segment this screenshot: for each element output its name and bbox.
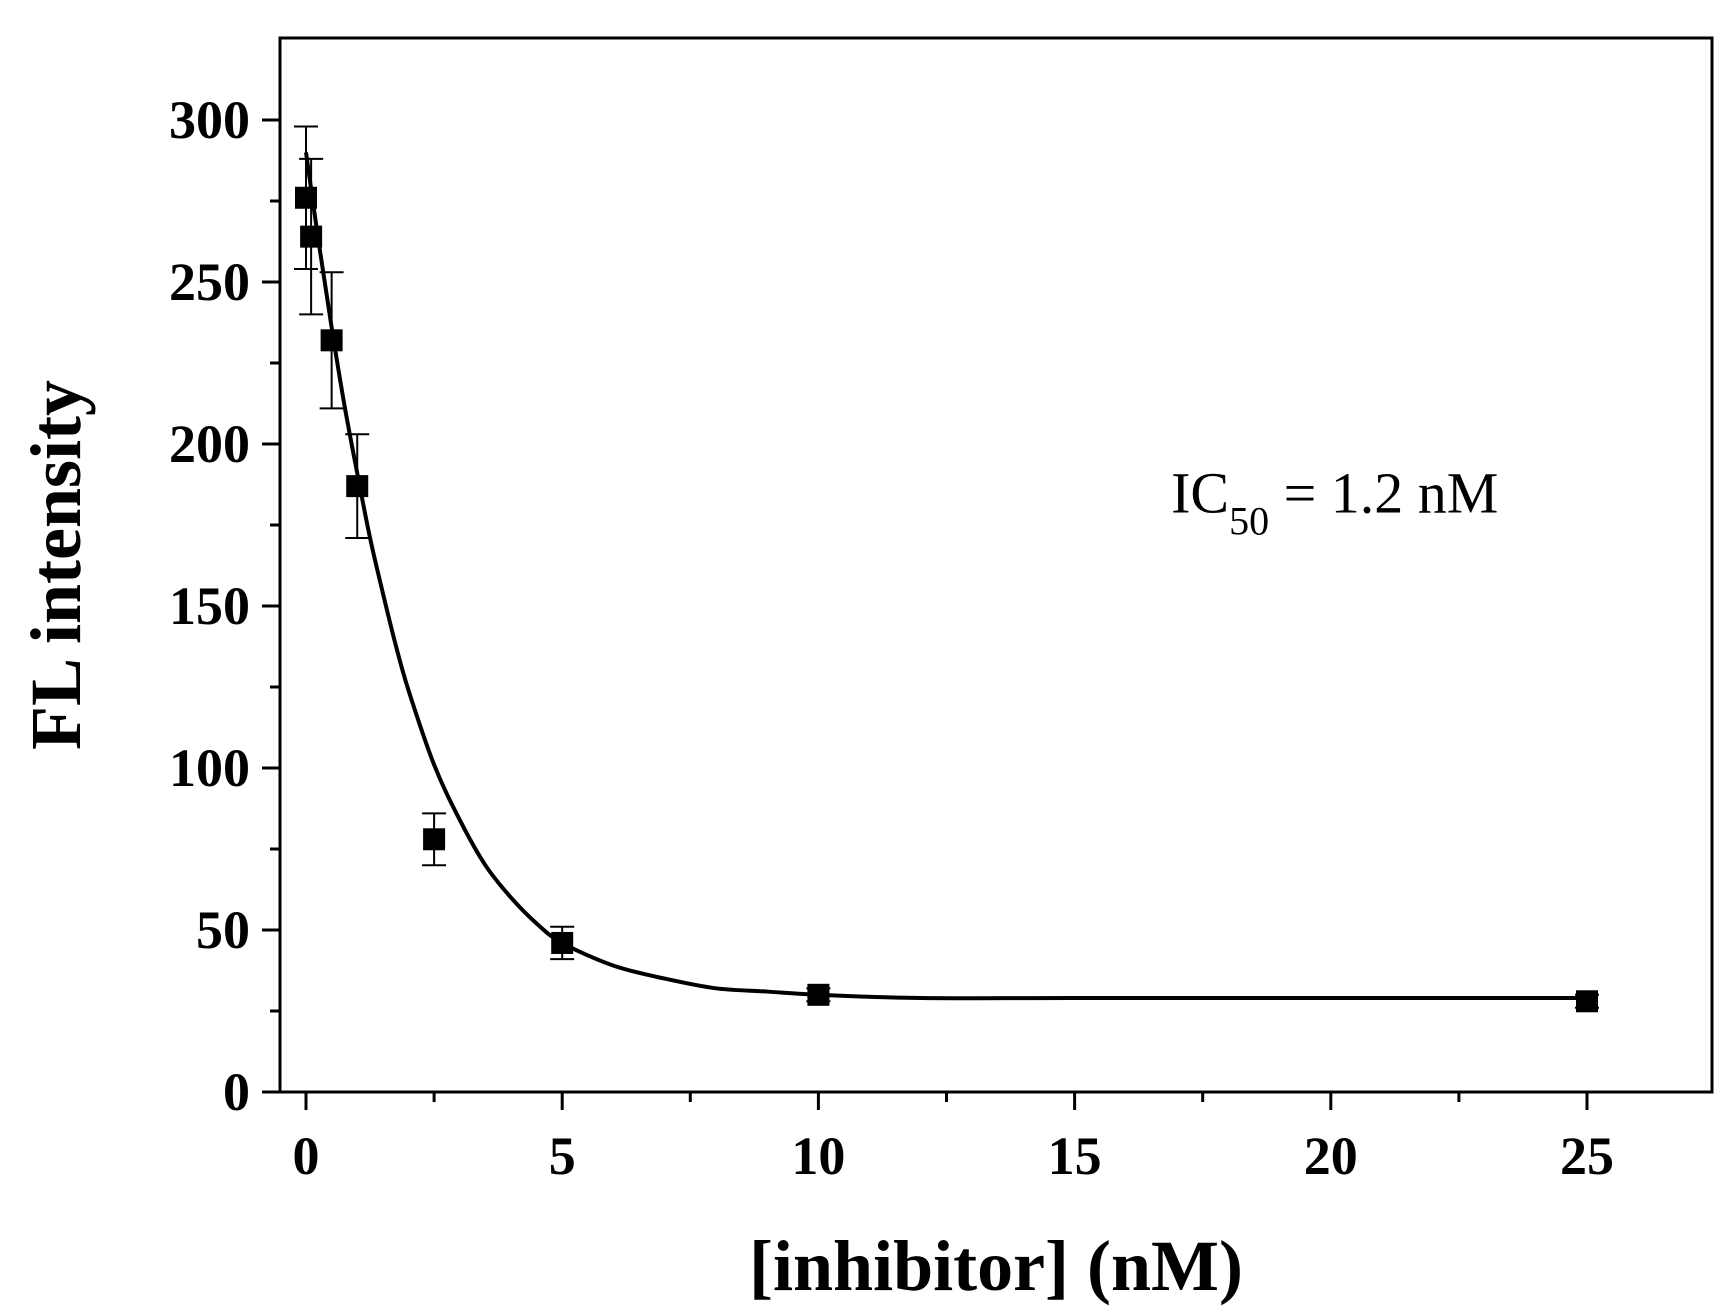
y-axis-ticks: 0 50 100 150 200 250 300 <box>169 90 280 1122</box>
y-tick-label: 0 <box>223 1062 250 1122</box>
data-point <box>1576 990 1598 1013</box>
data-point <box>423 828 446 851</box>
x-axis-title: [inhibitor] (nM) <box>749 1226 1243 1306</box>
data-point <box>300 225 323 248</box>
x-tick-label: 20 <box>1304 1126 1358 1186</box>
data-point <box>320 329 343 352</box>
data-point <box>551 931 574 954</box>
x-tick-label: 10 <box>791 1126 845 1186</box>
error-bars <box>294 125 1599 1009</box>
x-tick-label: 25 <box>1560 1126 1614 1186</box>
y-axis-title: FL intensity <box>16 380 96 750</box>
y-tick-label: 250 <box>169 252 250 312</box>
fit-curve <box>304 152 1587 1001</box>
annotation-suffix: = 1.2 nM <box>1269 461 1498 526</box>
y-tick-label: 300 <box>169 90 250 150</box>
x-tick-label: 5 <box>549 1126 576 1186</box>
y-tick-label: 150 <box>169 576 250 636</box>
x-tick-label: 0 <box>293 1126 320 1186</box>
annotation-text: IC <box>1171 461 1229 526</box>
data-point <box>346 475 369 498</box>
x-axis-ticks: 0 5 10 15 20 25 <box>293 1092 1614 1186</box>
data-points <box>295 186 1598 1013</box>
annotation-subscript: 50 <box>1229 499 1269 544</box>
plot-frame <box>278 36 1714 1094</box>
data-point <box>807 983 830 1006</box>
ic50-annotation: IC50 = 1.2 nM <box>1171 461 1498 544</box>
x-tick-label: 15 <box>1048 1126 1102 1186</box>
data-point <box>295 186 317 209</box>
y-tick-label: 200 <box>169 414 250 474</box>
y-tick-label: 50 <box>196 900 250 960</box>
fit-curve-layer <box>304 152 1587 1001</box>
y-tick-label: 100 <box>169 738 250 798</box>
